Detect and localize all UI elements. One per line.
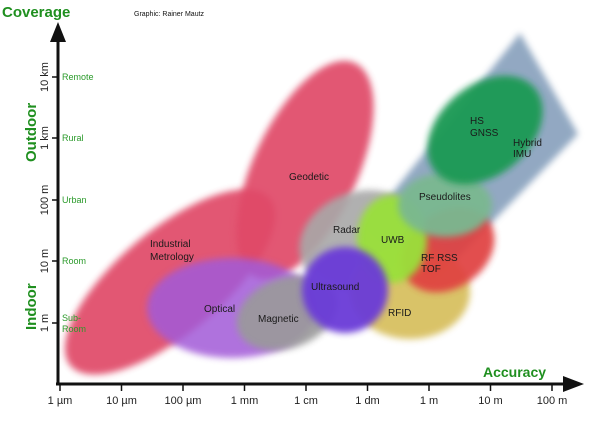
x-tick-label: 1 m bbox=[420, 395, 438, 407]
radar-label: Radar bbox=[333, 225, 361, 236]
pseudolites-label: Pseudolites bbox=[419, 192, 471, 203]
x-tick-label: 1 µm bbox=[48, 395, 73, 407]
x-axis-ticks: 1 µm 10 µm 100 µm 1 mm 1 cm 1 dm 1 m 10 m 100 m bbox=[48, 384, 568, 407]
x-tick-label: 100 m bbox=[537, 395, 568, 407]
magnetic-label: Magnetic bbox=[258, 314, 299, 325]
y-tick-label: 100 m bbox=[39, 185, 51, 216]
rf-rss-tof-label: RF RSS TOF bbox=[421, 253, 458, 275]
coverage-category-label: Room bbox=[62, 256, 86, 266]
y-axis-arrow bbox=[50, 22, 66, 42]
graphic-credit: Graphic: Rainer Mautz bbox=[134, 11, 205, 18]
accuracy-title: Accuracy bbox=[483, 364, 546, 380]
ultrasound-label: Ultrasound bbox=[311, 282, 359, 293]
y-axis-ticks: 1 m 10 m 100 m 1 km 10 km Sub-Room Room Urban Ru… bbox=[39, 62, 94, 334]
outdoor-label: Outdoor bbox=[23, 103, 40, 162]
coverage-category-label: Remote bbox=[62, 72, 94, 82]
y-tick-label: 10 m bbox=[39, 249, 51, 273]
ultrasound-region bbox=[302, 247, 388, 333]
x-tick-label: 1 cm bbox=[294, 395, 318, 407]
x-tick-label: 10 µm bbox=[106, 395, 137, 407]
hs-gnss-region bbox=[427, 75, 543, 185]
hs-gnss-label: HS GNSS bbox=[470, 116, 499, 139]
x-tick-label: 1 mm bbox=[231, 395, 259, 407]
y-tick-label: 1 km bbox=[39, 126, 51, 150]
indoor-label: Indoor bbox=[23, 283, 40, 330]
rfid-label: RFID bbox=[388, 308, 411, 319]
coverage-category-label: Sub-Room bbox=[62, 313, 86, 334]
coverage-category-label: Urban bbox=[62, 195, 87, 205]
coverage-category-label: Rural bbox=[62, 133, 84, 143]
uwb-label: UWB bbox=[381, 235, 405, 246]
x-tick-label: 10 m bbox=[478, 395, 502, 407]
coverage-title: Coverage bbox=[2, 4, 70, 21]
x-axis-arrow bbox=[563, 376, 584, 392]
geodetic-region bbox=[236, 60, 374, 280]
hybrid-imu-label: Hybrid IMU bbox=[513, 138, 542, 160]
pseudolites-region bbox=[398, 173, 492, 237]
y-tick-label: 10 km bbox=[39, 62, 51, 92]
geodetic-label: Geodetic bbox=[289, 172, 329, 183]
x-tick-label: 1 dm bbox=[355, 395, 379, 407]
x-tick-label: 100 µm bbox=[165, 395, 202, 407]
optical-label: Optical bbox=[204, 304, 235, 315]
y-tick-label: 1 m bbox=[39, 314, 51, 332]
industrial-metrology-label: Industrial Metrology bbox=[150, 239, 194, 263]
